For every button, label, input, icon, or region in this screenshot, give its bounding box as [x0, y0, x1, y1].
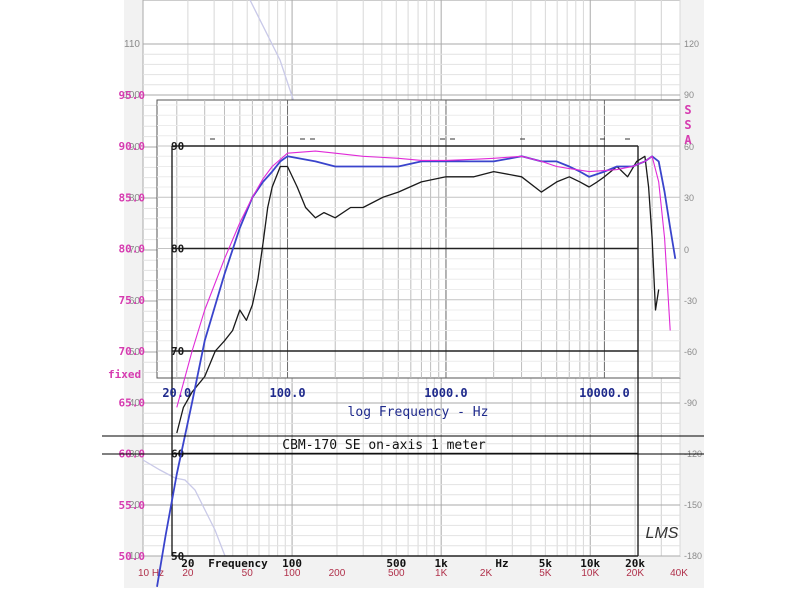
- x-tick-label: 20.0: [162, 386, 191, 400]
- inner-y-tick-label: 90: [171, 140, 184, 153]
- right-axis-letter: A: [684, 133, 692, 147]
- background-right-tick-label: 90: [684, 90, 694, 100]
- background-bottom-freq-label: 20k: [625, 557, 645, 570]
- background-bottom-freq-label: 1k: [435, 557, 449, 570]
- background-right-tick-label: 60: [684, 142, 694, 152]
- x-tick-label: 10000.0: [579, 386, 630, 400]
- background-bottom-freq-label: 500: [386, 557, 406, 570]
- left-y-tick-label: 55.0: [119, 499, 146, 512]
- left-y-tick-label: 95.0: [119, 89, 146, 102]
- background-left-tick-label: 100: [123, 90, 140, 101]
- background-left-tick-label: 70: [129, 245, 141, 256]
- left-axis-mode-label: fixed: [108, 368, 141, 381]
- x-tick-label: 1000.0: [424, 386, 467, 400]
- background-left-tick-label: 10: [129, 551, 141, 562]
- background-right-tick-label: -90: [684, 398, 697, 408]
- foreground-grid: [157, 100, 681, 557]
- background-right-tick-label: 120: [684, 39, 699, 49]
- lms-logo: LMS: [646, 525, 679, 542]
- background-x-tick-label: 500: [388, 568, 405, 579]
- background-x-tick-label: 1K: [435, 568, 448, 579]
- background-x-tick-label: 20: [182, 568, 194, 579]
- background-left-tick-label: 110: [124, 39, 140, 50]
- background-right-tick-label: -180: [684, 551, 702, 561]
- background-left-tick-label: 40: [129, 398, 141, 409]
- background-left-tick-label: 80: [129, 193, 141, 204]
- background-x-tick-label: 20K: [626, 568, 644, 579]
- background-bottom-freq-label: 5k: [539, 557, 553, 570]
- right-axis-letter: S: [684, 118, 691, 132]
- background-right-tick-label: -150: [684, 500, 702, 510]
- background-x-tick-label: 10K: [581, 568, 599, 579]
- background-x-tick-label: 200: [329, 568, 346, 579]
- background-x-tick-label: 2K: [480, 568, 493, 579]
- left-y-tick-label: 65.0: [119, 396, 146, 409]
- left-y-tick-label: 85.0: [119, 191, 146, 204]
- left-y-tick-label: 70.0: [119, 345, 146, 358]
- background-low-curve: [142, 459, 226, 557]
- left-y-tick-label: 90.0: [119, 140, 146, 153]
- left-y-tick-label: 80.0: [119, 243, 146, 256]
- x-axis-title: log Frequency - Hz: [348, 405, 489, 420]
- background-frequency-label: Frequency: [208, 557, 268, 570]
- right-axis-letters: SSA: [684, 103, 692, 147]
- series-line-3: [176, 150, 671, 408]
- background-left-tick-label: 90: [129, 142, 141, 153]
- background-bottom-freq-label: 100: [282, 557, 302, 570]
- background-right-tick-label: -60: [684, 347, 697, 357]
- background-bottom-freq-label: 10k: [580, 557, 600, 570]
- background-frequency-row: 20 100 500 1k 5k 10k 20k Frequency Hz: [181, 557, 645, 570]
- background-hz-label: Hz: [495, 557, 508, 570]
- x-tick-label: 100.0: [269, 386, 305, 400]
- background-x-tick-label: 100: [284, 568, 301, 579]
- background-right-tick-label: -30: [684, 296, 697, 306]
- background-left-tick-label: 20: [129, 500, 141, 511]
- background-left-tick-label: 50: [129, 347, 141, 358]
- x-axis-labels: 20.0 100.0 1000.0 10000.0: [162, 386, 629, 400]
- left-y-tick-label: 75.0: [119, 294, 146, 307]
- right-axis-letter: S: [684, 103, 691, 117]
- background-bottom-freq-label: 20: [181, 557, 194, 570]
- left-axis-labels: 95.090.085.080.075.070.065.060.055.050.0: [119, 89, 146, 563]
- background-left-tick-label: 60: [129, 296, 141, 307]
- background-x-tick-label: 5K: [539, 568, 552, 579]
- background-x-tick-label: 50: [242, 568, 254, 579]
- chart-title: CBM-170 SE on-axis 1 meter: [282, 438, 486, 453]
- inner-y-tick-label: 80: [171, 243, 184, 256]
- background-x-tick-label: 40K: [670, 568, 688, 579]
- background-right-tick-label: 0: [684, 245, 689, 255]
- inner-y-tick-label: 50: [171, 550, 184, 563]
- left-y-tick-label: 50.0: [119, 550, 146, 563]
- inner-y-tick-label: 70: [171, 345, 184, 358]
- background-right-tick-label: 30: [684, 193, 694, 203]
- background-x-tick-label: 10 Hz: [138, 568, 164, 579]
- series-group: [156, 150, 677, 587]
- background-bottom-axis: 10 Hz 20 50 100 200 500 1K 2K 5K 10K 20K 40K: [138, 568, 688, 579]
